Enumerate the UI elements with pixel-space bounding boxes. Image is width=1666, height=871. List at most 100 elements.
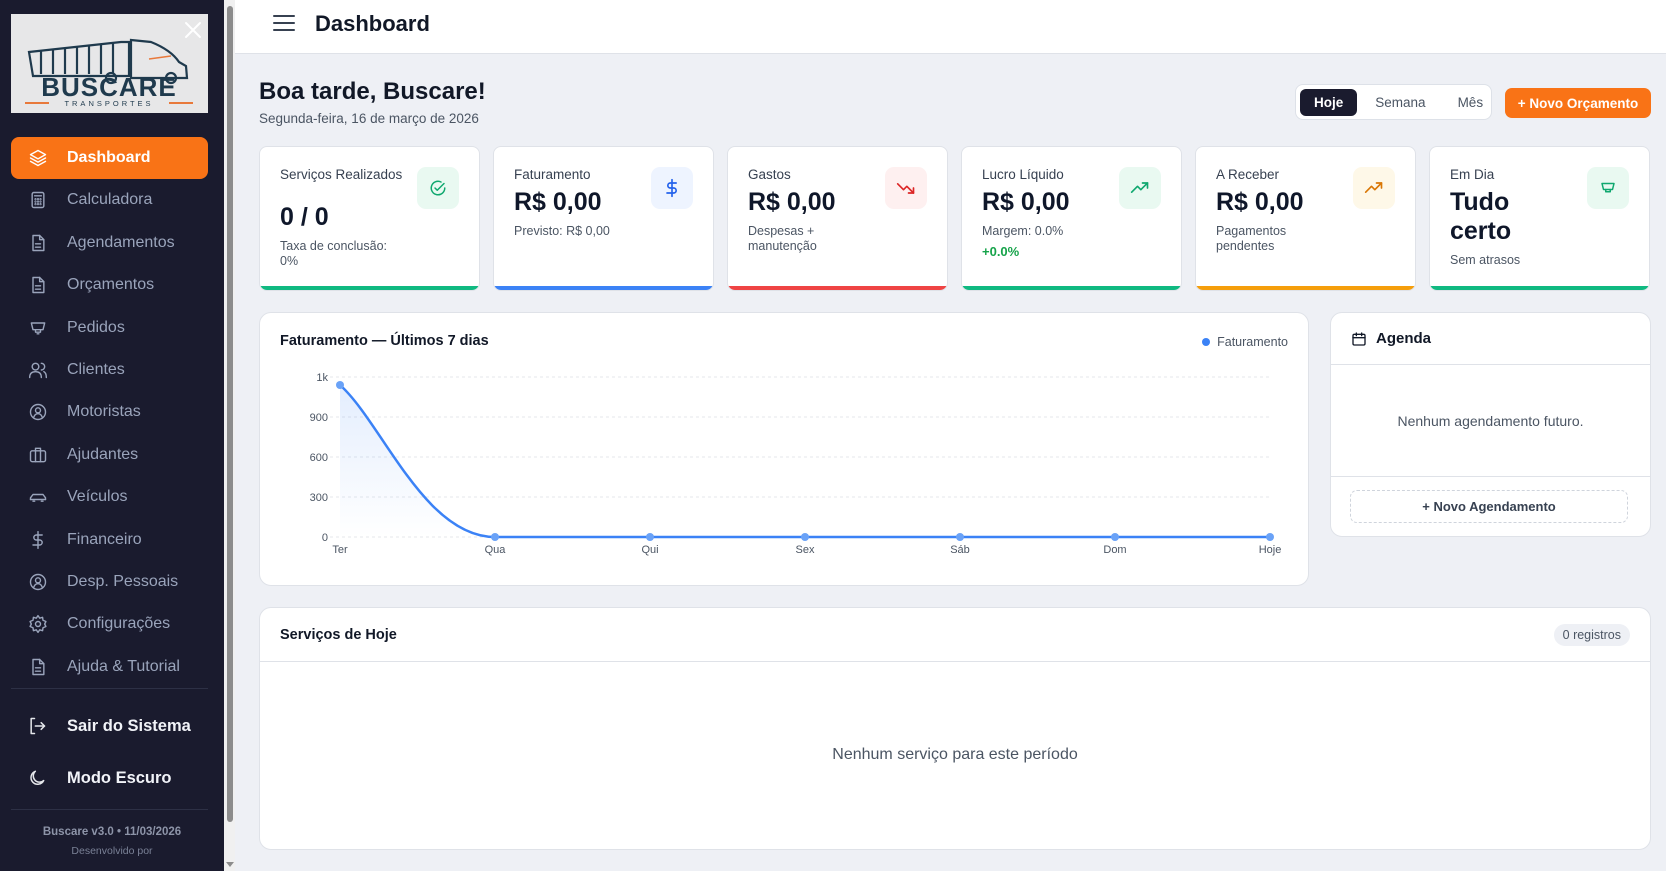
briefcase-icon [27,444,49,466]
stat-label: Gastos [748,167,791,182]
dark-mode-toggle[interactable]: Modo Escuro [11,758,208,798]
sidebar-item-label: Desp. Pessoais [67,572,179,590]
logout-button[interactable]: Sair do Sistema [11,706,208,746]
page-title: Dashboard [315,11,430,36]
current-date: Segunda-feira, 16 de março de 2026 [259,111,479,126]
svg-text:BUSCARE: BUSCARE [41,72,177,102]
svg-text:Qui: Qui [641,544,658,556]
trending-up-icon [1353,167,1395,209]
new-appointment-button[interactable]: + Novo Agendamento [1350,490,1628,523]
svg-text:1k: 1k [316,372,328,384]
sidebar-item-ajuda[interactable]: Ajuda & Tutorial [11,646,208,688]
sidebar-item-configuracoes[interactable]: Configurações [11,603,208,645]
agenda-panel: Agenda Nenhum agendamento futuro. + Novo… [1330,312,1651,537]
stat-label: A Receber [1216,167,1280,182]
sidebar-item-financeiro[interactable]: Financeiro [11,519,208,561]
version-text: Buscare v3.0 • 11/03/2026 [42,826,182,838]
calculator-icon [27,189,49,211]
menu-toggle-button[interactable] [273,15,295,35]
agenda-title: Agenda [1376,330,1432,347]
sidebar: BUSCARE TRANSPORTES Dashboard Calculador… [0,0,224,871]
revenue-line-chart: 0 300 600 900 1k Ter Qua Qui Sex Sáb Dom Hoje [310,372,1282,556]
records-count-badge: 0 registros [1553,623,1630,646]
check-circle-icon [417,167,459,209]
chart-legend: Faturamento [1202,335,1288,349]
sidebar-divider [11,809,208,810]
stat-sub: Taxa de conclusão: 0% [280,239,388,268]
stat-sub: Despesas + manutenção [748,224,817,253]
trending-down-icon [885,167,927,209]
sidebar-item-label: Veículos [67,488,128,506]
dollar-icon [27,529,49,551]
sidebar-item-label: Agendamentos [67,233,175,251]
stat-sub: Previsto: R$ 0,00 [514,224,610,238]
svg-text:0: 0 [322,532,328,544]
svg-text:Qua: Qua [485,544,507,556]
stat-label: Serviços Realizados [280,167,403,182]
sidebar-nav: Dashboard Calculadora Agendamentos Orçam… [11,137,208,688]
scroll-down-arrow-icon[interactable] [226,862,234,867]
stat-sub: Pagamentos pendentes [1216,224,1287,253]
stat-accent-bar [728,286,947,290]
sidebar-item-label: Calculadora [67,191,153,209]
stat-card-a-receber: A Receber R$ 0,00 Pagamentos pendentes [1195,146,1416,291]
legend-dot-icon [1202,338,1211,346]
sidebar-item-desp-pessoais[interactable]: Desp. Pessoais [11,561,208,603]
close-sidebar-icon[interactable] [183,20,203,40]
svg-text:Sex: Sex [796,544,815,556]
stat-value: 0 / 0 [280,203,329,231]
dark-mode-label: Modo Escuro [67,768,172,787]
services-empty-message: Nenhum serviço para este período [832,746,1078,763]
sidebar-item-veiculos[interactable]: Veículos [11,476,208,518]
revenue-chart-card: Faturamento — Últimos 7 dias Faturamento… [259,312,1309,586]
user-circle-icon [27,571,49,593]
top-header: Dashboard [235,0,1666,54]
stat-value: Tudo certo [1450,188,1512,245]
sidebar-item-label: Ajudantes [67,445,139,463]
today-services-panel: Serviços de Hoje 0 registros Nenhum serv… [259,607,1651,850]
svg-text:Dom: Dom [1103,544,1126,556]
new-quote-button[interactable]: + Novo Orçamento [1505,88,1651,118]
stat-card-lucro: Lucro Líquido R$ 0,00 Margem: 0.0% +0.0% [961,146,1182,291]
sidebar-item-clientes[interactable]: Clientes [11,349,208,391]
stat-label: Lucro Líquido [982,167,1064,182]
stat-card-faturamento: Faturamento R$ 0,00 Previsto: R$ 0,00 [493,146,714,291]
sidebar-item-label: Dashboard [67,149,151,166]
user-circle-icon [27,401,49,423]
sidebar-item-label: Motoristas [67,403,141,421]
svg-text:Ter: Ter [332,544,348,556]
sidebar-item-label: Configurações [67,615,171,633]
sidebar-item-label: Pedidos [67,318,125,336]
legend-label: Faturamento [1217,335,1288,349]
period-option-semana[interactable]: Semana [1375,94,1426,110]
agenda-empty-message: Nenhum agendamento futuro. [1331,365,1650,477]
stat-accent-bar [962,286,1181,290]
hamburger-icon [273,15,295,17]
sidebar-item-orcamentos[interactable]: Orçamentos [11,264,208,306]
chart-title: Faturamento — Últimos 7 dias [280,333,489,349]
sidebar-scrollbar-thumb[interactable] [227,6,233,822]
stat-card-servicos: Serviços Realizados 0 / 0 Taxa de conclu… [259,146,480,291]
car-icon [27,486,49,508]
svg-text:Sáb: Sáb [950,544,970,556]
stat-delta: +0.0% [982,244,1020,259]
stat-accent-bar [494,286,713,290]
sidebar-divider [11,688,208,689]
stat-card-em-dia: Em Dia Tudo certo Sem atrasos [1429,146,1650,291]
services-header: Serviços de Hoje 0 registros [260,608,1650,662]
period-option-mes[interactable]: Mês [1457,94,1484,110]
svg-text:300: 300 [310,492,328,504]
sidebar-item-label: Ajuda & Tutorial [67,657,180,675]
sidebar-item-ajudantes[interactable]: Ajudantes [11,434,208,476]
stat-value: R$ 0,00 [514,188,602,216]
sidebar-item-motoristas[interactable]: Motoristas [11,391,208,433]
period-option-hoje[interactable]: Hoje [1300,88,1358,116]
sidebar-item-agendamentos[interactable]: Agendamentos [11,222,208,264]
sidebar-item-dashboard[interactable]: Dashboard [11,137,208,179]
logout-icon [27,715,49,737]
stat-value: R$ 0,00 [982,188,1070,216]
svg-text:900: 900 [310,412,328,424]
document-icon [27,656,49,678]
sidebar-item-calculadora[interactable]: Calculadora [11,179,208,221]
sidebar-item-pedidos[interactable]: Pedidos [11,307,208,349]
